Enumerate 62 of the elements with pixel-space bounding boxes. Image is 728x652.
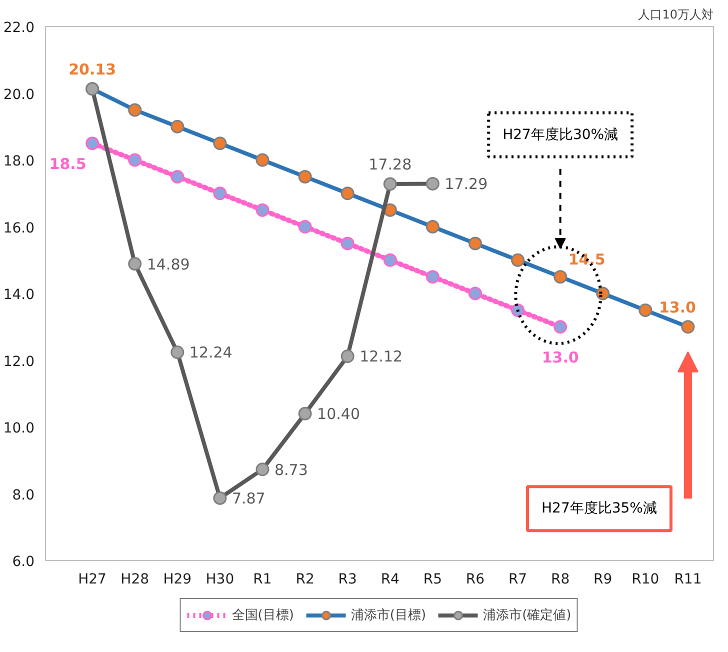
x-tick-label: R4 [380, 572, 400, 588]
data-label: 10.40 [317, 405, 360, 424]
data-label: 13.0 [542, 348, 579, 366]
data-label: 18.5 [49, 154, 86, 173]
x-tick-label: H27 [78, 572, 106, 588]
data-label: 7.87 [232, 490, 266, 508]
point [468, 286, 482, 300]
legend-label: 浦添市(確定値) [483, 607, 572, 624]
point [426, 270, 440, 284]
x-tick-label: H29 [163, 572, 192, 588]
annotation: H27年度比35%減 [542, 500, 657, 517]
data-label: 13.0 [658, 298, 696, 316]
y-tick-label: 18.0 [3, 154, 34, 170]
data-label: 20.13 [68, 60, 116, 78]
x-tick-label: R11 [674, 572, 702, 588]
point [86, 136, 100, 150]
point [298, 220, 312, 234]
data-label: 12.12 [360, 348, 403, 366]
y-tick-label: 16.0 [3, 220, 34, 236]
x-tick-label: H28 [120, 572, 150, 588]
x-tick-label: R8 [551, 572, 570, 588]
data-label: 14.89 [146, 255, 190, 274]
point [213, 491, 227, 505]
x-tick-label: R5 [423, 572, 442, 588]
x-tick-label: R6 [466, 572, 485, 588]
y-tick-label: 10.0 [3, 420, 34, 436]
point [383, 253, 397, 267]
point [256, 203, 270, 217]
legend-label: 浦添市(目標) [350, 607, 426, 624]
point [128, 153, 142, 167]
legend-label: 全国(目標) [232, 607, 294, 624]
data-label: 17.28 [368, 156, 412, 174]
point [170, 170, 184, 184]
y-tick-label: 8.0 [12, 487, 34, 504]
y-tick-label: 12.0 [3, 354, 34, 370]
point [426, 176, 440, 190]
y-tick-label: 20.0 [3, 86, 34, 103]
data-label: 8.73 [274, 460, 308, 479]
point [213, 186, 227, 200]
data-label: 17.29 [444, 175, 488, 194]
point [554, 320, 568, 334]
point [383, 177, 397, 191]
point [340, 236, 354, 250]
point [128, 257, 142, 271]
data-label: 14.5 [568, 250, 606, 268]
data-label: 12.24 [189, 344, 232, 362]
x-tick-label: R10 [632, 572, 660, 588]
point [170, 346, 184, 359]
chart-title: 人口10万人対 [638, 8, 714, 22]
y-tick-label: 6.0 [12, 554, 34, 570]
x-tick-label: R9 [594, 572, 612, 588]
x-tick-label: H30 [206, 572, 234, 588]
x-tick-label: R7 [508, 572, 528, 588]
x-tick-label: R1 [253, 572, 272, 588]
y-tick-label: 14.0 [3, 287, 34, 303]
point [340, 350, 354, 363]
point [298, 406, 312, 420]
x-tick-label: R2 [296, 572, 314, 588]
x-tick-label: R3 [338, 572, 357, 588]
y-tick-label: 22.0 [3, 20, 34, 36]
annotation: H27年度比30%減 [502, 126, 618, 143]
point [256, 462, 270, 476]
